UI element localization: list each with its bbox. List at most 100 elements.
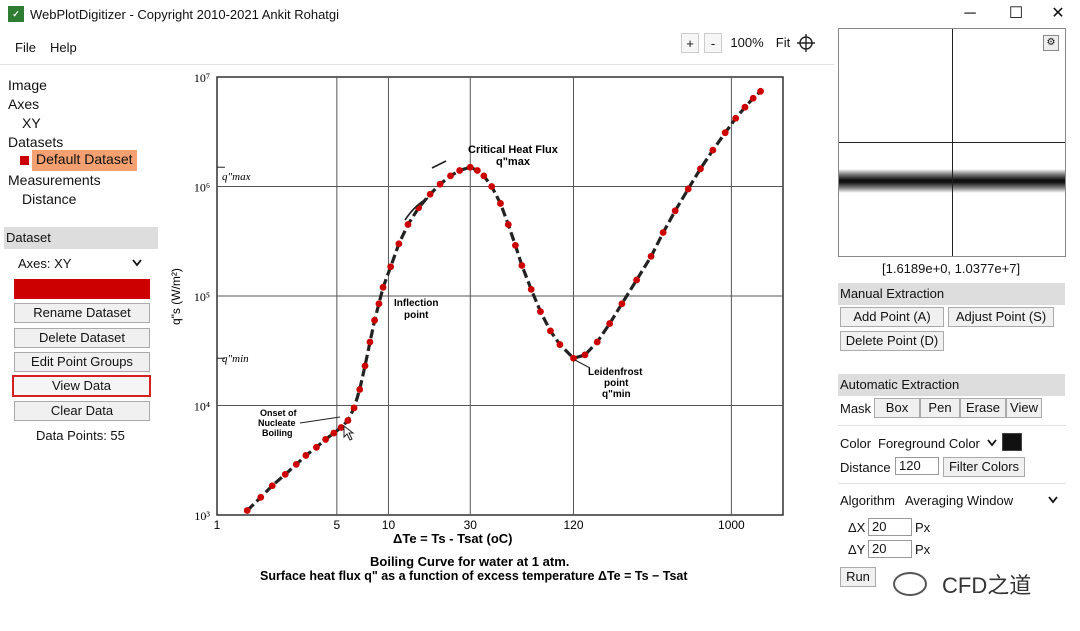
data-point[interactable] xyxy=(337,424,345,431)
minimize-icon[interactable]: ─ xyxy=(964,5,976,22)
zoom-in-button[interactable]: + xyxy=(681,33,699,53)
axes-select[interactable]: Axes: XY xyxy=(18,256,72,271)
data-point[interactable] xyxy=(581,351,589,359)
data-point[interactable] xyxy=(697,165,704,173)
dx-input[interactable]: 20 xyxy=(868,518,912,536)
data-point[interactable] xyxy=(480,172,488,180)
data-point[interactable] xyxy=(518,262,526,269)
gear-icon[interactable]: ⚙ xyxy=(1043,35,1059,51)
data-point[interactable] xyxy=(488,183,496,190)
data-point[interactable] xyxy=(292,460,300,468)
tree-measurements[interactable]: Measurements xyxy=(8,172,101,188)
data-point[interactable] xyxy=(257,493,265,501)
data-point[interactable] xyxy=(466,163,474,171)
tree-default-dataset[interactable]: Default Dataset xyxy=(32,150,137,171)
data-point[interactable] xyxy=(606,320,614,327)
data-point[interactable] xyxy=(749,94,757,102)
distance-input[interactable]: 120 xyxy=(895,457,939,475)
data-point[interactable] xyxy=(537,308,544,316)
chevron-down-icon[interactable] xyxy=(1048,496,1058,504)
delete-point-button[interactable]: Delete Point (D) xyxy=(840,331,944,351)
chart-title: Boiling Curve for water at 1 atm. xyxy=(370,554,569,569)
data-point[interactable] xyxy=(709,146,717,154)
tree-axes-xy[interactable]: XY xyxy=(22,115,41,131)
run-button[interactable]: Run xyxy=(840,567,876,587)
data-point[interactable] xyxy=(659,229,667,236)
data-point[interactable] xyxy=(647,252,655,260)
data-point[interactable] xyxy=(281,470,289,478)
data-point[interactable] xyxy=(371,316,378,324)
data-point[interactable] xyxy=(436,180,444,188)
data-point[interactable] xyxy=(426,190,434,198)
mask-view-button[interactable]: View xyxy=(1006,398,1042,418)
data-point[interactable] xyxy=(330,429,338,437)
data-point[interactable] xyxy=(671,207,679,215)
data-point[interactable] xyxy=(512,241,519,249)
data-point[interactable] xyxy=(395,240,403,248)
data-point[interactable] xyxy=(527,285,535,293)
plot-canvas[interactable]: 1 5 10 30 120 1000 10³ 10⁴ 10⁵ 10⁶ 10⁷ Critical He… xyxy=(160,65,834,591)
data-point[interactable] xyxy=(447,172,454,180)
data-point[interactable] xyxy=(456,167,464,174)
data-point[interactable] xyxy=(684,185,692,193)
data-point[interactable] xyxy=(302,452,310,459)
add-point-button[interactable]: Add Point (A) xyxy=(840,307,944,327)
data-point[interactable] xyxy=(556,341,564,348)
data-point[interactable] xyxy=(473,167,481,174)
data-point[interactable] xyxy=(322,436,330,443)
tree-datasets[interactable]: Datasets xyxy=(8,134,64,150)
data-point[interactable] xyxy=(366,338,374,346)
foreground-color-swatch[interactable] xyxy=(1002,433,1022,451)
maximize-icon[interactable]: ☐ xyxy=(1008,5,1024,22)
data-point[interactable] xyxy=(721,129,729,137)
rename-dataset-button[interactable]: Rename Dataset xyxy=(14,303,150,323)
adjust-point-button[interactable]: Adjust Point (S) xyxy=(948,307,1054,327)
tree-axes[interactable]: Axes xyxy=(8,96,40,112)
mask-box-button[interactable]: Box xyxy=(874,398,920,418)
delete-dataset-button[interactable]: Delete Dataset xyxy=(14,328,150,348)
data-point[interactable] xyxy=(732,114,740,122)
data-point[interactable] xyxy=(757,87,764,95)
data-point[interactable] xyxy=(350,404,358,412)
annotation-chf: Critical Heat Flux xyxy=(468,144,559,156)
display-color-button[interactable]: Display Color xyxy=(14,279,150,299)
data-point[interactable] xyxy=(593,338,601,346)
data-point[interactable] xyxy=(361,362,369,370)
data-point[interactable] xyxy=(243,507,251,514)
zoom-out-button[interactable]: - xyxy=(704,33,722,53)
clear-data-button[interactable]: Clear Data xyxy=(14,401,150,421)
data-point[interactable] xyxy=(379,283,387,291)
tree-image[interactable]: Image xyxy=(8,77,47,93)
data-point[interactable] xyxy=(404,221,412,228)
zoom-fit-button[interactable]: Fit xyxy=(775,35,791,50)
close-icon[interactable]: ✕ xyxy=(1051,5,1065,22)
data-point[interactable] xyxy=(268,482,276,490)
filter-colors-button[interactable]: Filter Colors xyxy=(943,457,1025,477)
algorithm-select[interactable]: Averaging Window xyxy=(905,493,1014,508)
data-point[interactable] xyxy=(633,276,640,284)
mask-pen-button[interactable]: Pen xyxy=(920,398,960,418)
data-point[interactable] xyxy=(504,221,512,228)
data-point[interactable] xyxy=(344,417,352,424)
mask-erase-button[interactable]: Erase xyxy=(960,398,1006,418)
menu-file[interactable]: File xyxy=(15,40,36,55)
menu-help[interactable]: Help xyxy=(50,40,77,55)
crosshair-icon[interactable] xyxy=(797,34,815,52)
chevron-down-icon[interactable] xyxy=(987,439,997,447)
data-point[interactable] xyxy=(387,263,395,271)
tree-distance[interactable]: Distance xyxy=(22,191,77,207)
data-point[interactable] xyxy=(741,103,749,111)
color-select[interactable]: Foreground Color xyxy=(878,436,980,451)
data-point[interactable] xyxy=(618,300,626,308)
annotation-onset-2: Nucleate xyxy=(258,418,296,428)
view-data-button[interactable]: View Data xyxy=(12,375,151,397)
dy-input[interactable]: 20 xyxy=(868,540,912,558)
data-point[interactable] xyxy=(547,327,554,335)
data-point[interactable] xyxy=(497,200,504,207)
manual-extraction-header: Manual Extraction xyxy=(838,283,1065,305)
data-point[interactable] xyxy=(356,386,364,393)
data-point[interactable] xyxy=(375,300,383,308)
chevron-down-icon[interactable] xyxy=(132,259,142,267)
edit-point-groups-button[interactable]: Edit Point Groups xyxy=(14,352,150,372)
data-point[interactable] xyxy=(313,443,320,451)
